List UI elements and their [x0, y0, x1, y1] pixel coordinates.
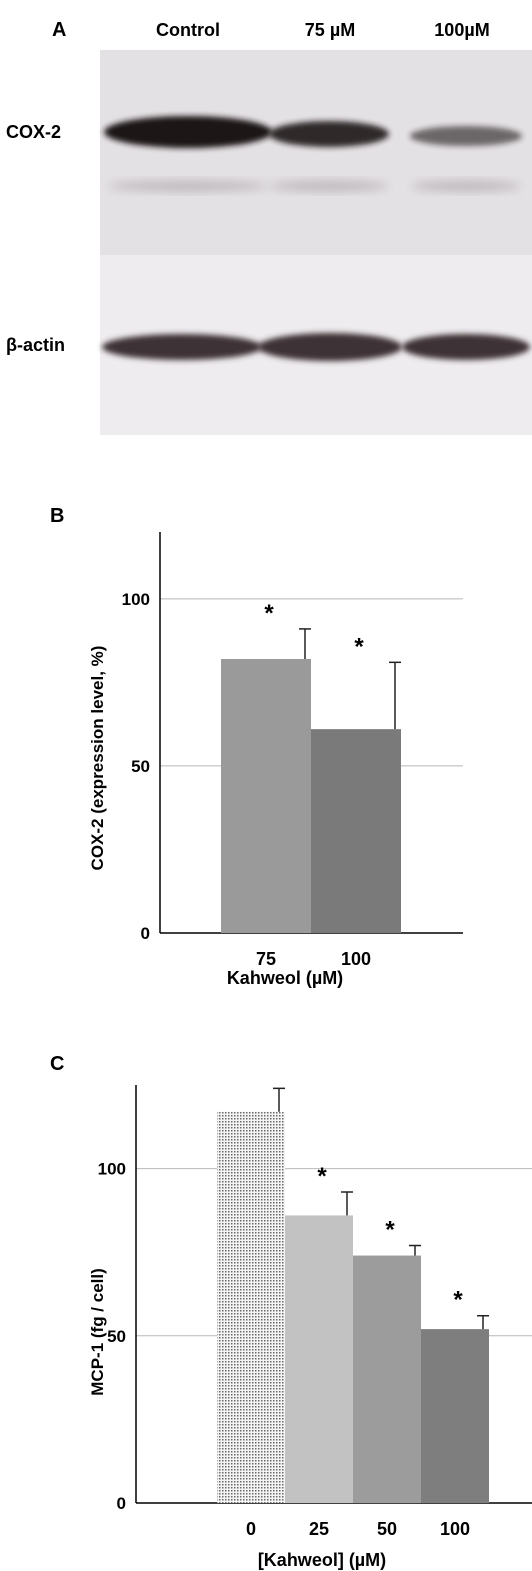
- actin-band-control: [102, 334, 262, 360]
- chart-c-ytick-label: 50: [107, 1327, 126, 1346]
- chart-c-bar: [353, 1255, 421, 1503]
- chart-b-ylabel: COX-2 (expression level, %): [88, 646, 107, 871]
- chart-b-category-label: 100: [341, 949, 371, 969]
- chart-b-bar: [311, 729, 401, 933]
- chart-b-ytick-label: 0: [141, 924, 150, 943]
- chart-b-bar: [221, 658, 311, 933]
- lane-label-75: 75 µM: [305, 20, 355, 40]
- chart-c-significance-label: *: [317, 1163, 327, 1190]
- chart-b: B COX-2 (expression level, %) Kahweol (µ…: [50, 505, 463, 988]
- chart-c: C MCP-1 (fg / cell) [Kahweol] (µM) 0 50 10…: [50, 1053, 532, 1570]
- chart-c-significance-label: *: [453, 1287, 463, 1314]
- chart-c-bar: [285, 1215, 353, 1503]
- row-label-cox2: COX-2: [6, 122, 61, 142]
- chart-c-plot-area: 0 50 100 0 * 25 * 50 * 100: [98, 1085, 532, 1539]
- chart-b-significance-label: *: [354, 633, 364, 660]
- chart-c-ytick-label: 0: [117, 1494, 126, 1513]
- cox2-bands: [104, 116, 522, 148]
- cox2-faint-bands: [108, 181, 521, 191]
- chart-c-category-label: 50: [377, 1519, 397, 1539]
- chart-c-category-label: 25: [309, 1519, 329, 1539]
- faint-band-75: [269, 181, 389, 191]
- chart-c-category-label: 0: [246, 1519, 256, 1539]
- actin-band-100: [402, 334, 530, 360]
- chart-b-ytick-label: 100: [122, 590, 150, 609]
- cox2-band-75: [269, 121, 389, 147]
- faint-band-100: [411, 181, 521, 191]
- chart-b-significance-label: *: [264, 600, 274, 627]
- cox2-band-control: [104, 116, 272, 148]
- faint-band-control: [108, 181, 268, 191]
- cox2-band-100: [410, 126, 522, 146]
- panel-c-letter: C: [50, 1053, 64, 1075]
- chart-c-bar: [217, 1111, 285, 1503]
- chart-b-xlabel: Kahweol (µM): [227, 968, 343, 988]
- lane-label-100: 100µM: [434, 20, 489, 40]
- row-label-actin: β-actin: [6, 335, 65, 355]
- chart-c-category-label: 100: [440, 1519, 470, 1539]
- chart-c-significance-label: *: [385, 1217, 395, 1244]
- chart-c-ylabel: MCP-1 (fg / cell): [88, 1268, 107, 1396]
- western-blot-panel: A Control 75 µM 100µM COX-2 β-actin: [6, 19, 532, 435]
- lane-label-control: Control: [156, 20, 220, 40]
- panel-b-letter: B: [50, 505, 64, 527]
- chart-c-bar: [421, 1329, 489, 1503]
- actin-band-75: [258, 333, 402, 361]
- cox2-membrane: [100, 50, 532, 255]
- chart-b-plot-area: 0 50 100 * 75 * 100: [122, 532, 463, 969]
- chart-c-ytick-label: 100: [98, 1160, 126, 1179]
- actin-bands: [102, 333, 530, 361]
- panel-a-letter: A: [52, 19, 66, 41]
- chart-b-ytick-label: 50: [131, 757, 150, 776]
- chart-b-category-label: 75: [256, 949, 276, 969]
- chart-c-xlabel: [Kahweol] (µM): [258, 1550, 386, 1570]
